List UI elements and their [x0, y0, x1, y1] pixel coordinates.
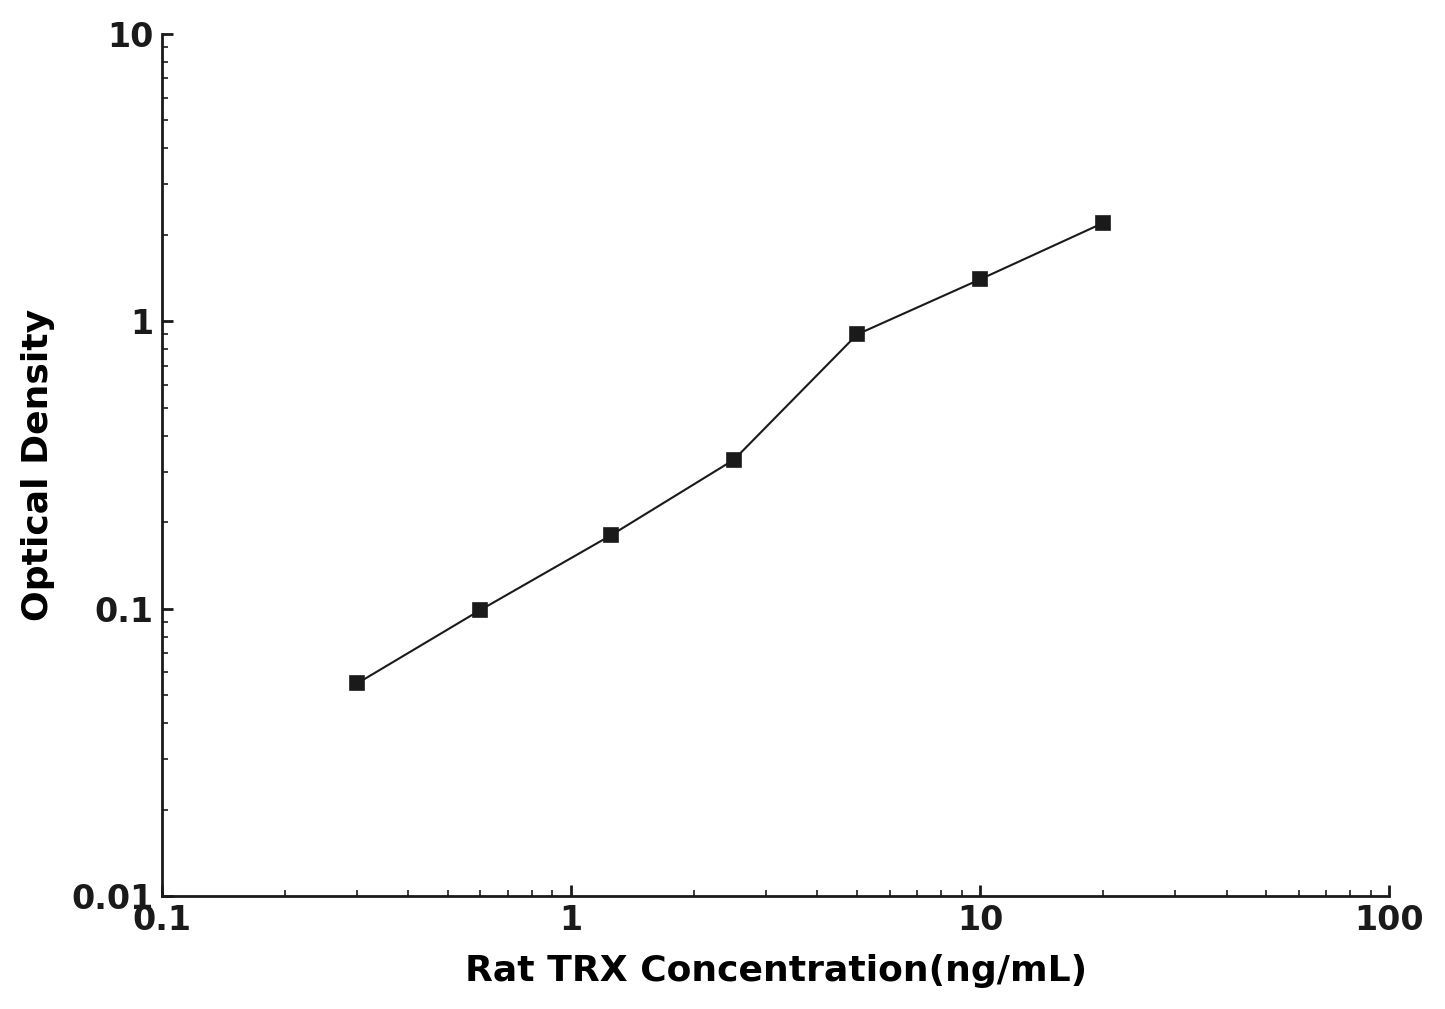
X-axis label: Rat TRX Concentration(ng/mL): Rat TRX Concentration(ng/mL) [465, 955, 1087, 988]
Y-axis label: Optical Density: Optical Density [20, 309, 55, 622]
